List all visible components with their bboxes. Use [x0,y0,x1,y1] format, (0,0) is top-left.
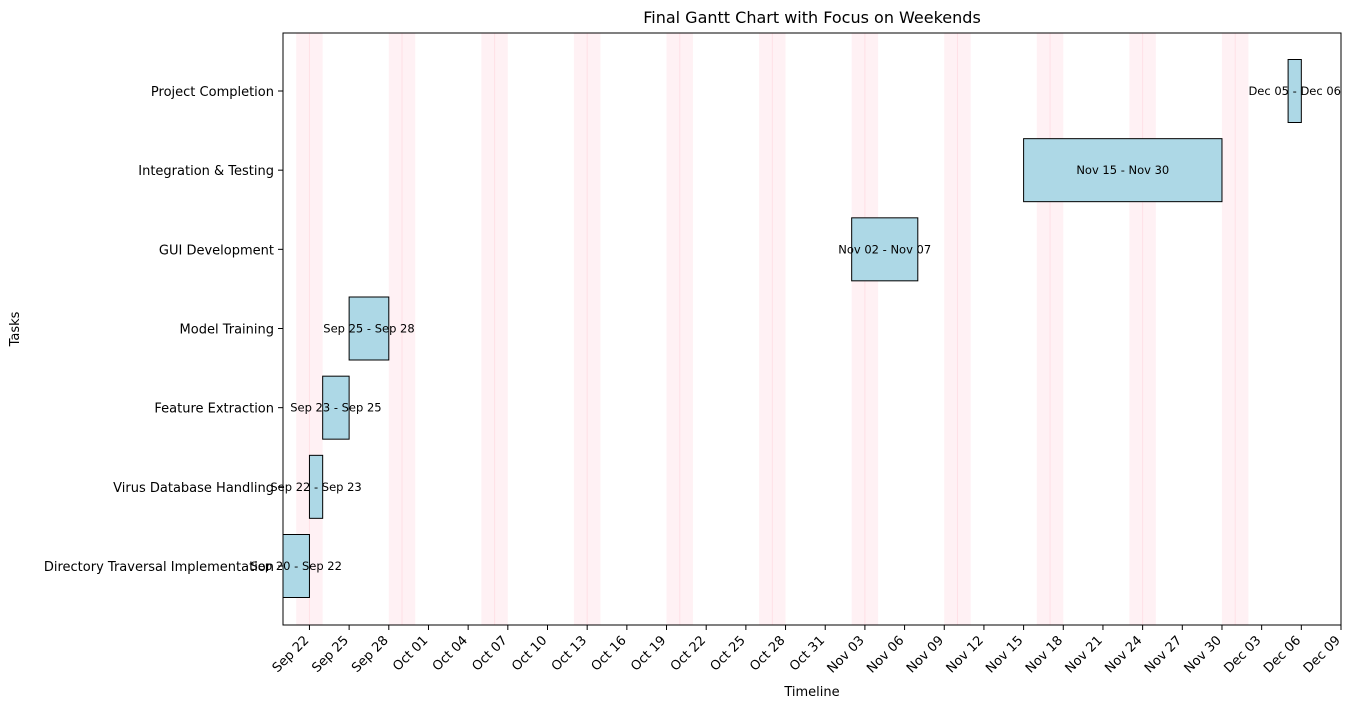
task-bar [1287,59,1302,123]
x-tick-label: Oct 07 [470,633,511,674]
task-bar-label: Nov 15 - Nov 30 [1076,163,1169,177]
weekend-band [851,33,879,625]
weekend-band [388,33,416,625]
x-tick-label: Oct 25 [708,633,749,674]
y-tick-label: Directory Traversal Implementation [44,560,274,575]
task-bars: Sep 20 - Sep 22 Sep 22 - Sep 23 Sep 23 - S… [251,59,1341,598]
task-bar-label: Sep 25 - Sep 28 [323,322,414,336]
x-tick-label: Sep 25 [309,633,352,676]
task-bar-label: Nov 02 - Nov 07 [838,242,931,256]
weekend-band [481,33,508,625]
x-tick-label: Oct 04 [430,633,471,674]
y-axis-label: Tasks [8,311,23,347]
y-axis: Directory Traversal Implementation Virus … [44,85,283,575]
task-bar [851,217,919,282]
y-tick-label: Model Training [180,323,274,338]
task-bar [282,534,310,598]
y-tick-label: GUI Development [159,243,274,258]
x-tick-label: Sep 28 [349,633,392,676]
x-tick-label: Oct 01 [390,633,431,674]
weekend-band [1221,33,1249,625]
task-bar [348,296,390,361]
y-tick-label: Project Completion [151,85,274,100]
x-tick-label: Nov 18 [1023,633,1066,676]
x-tick-label: Nov 27 [1142,633,1185,676]
weekend-band [666,33,693,625]
x-tick-label: Dec 03 [1221,633,1264,676]
x-tick-label: Nov 09 [904,633,947,676]
x-tick-label: Nov 30 [1182,633,1225,676]
x-tick-label: Nov 24 [1102,633,1145,676]
weekend-bands [296,33,1249,625]
chart-title: Final Gantt Chart with Focus on Weekends [643,8,981,27]
x-tick-label: Oct 31 [787,633,828,674]
weekend-band [759,33,786,625]
x-tick-label: Nov 12 [944,633,987,676]
x-tick-label: Nov 06 [864,633,907,676]
weekend-band [1036,33,1064,625]
x-tick-label: Dec 09 [1301,633,1344,676]
x-tick-label: Oct 10 [509,633,550,674]
x-axis-label: Timeline [783,685,839,700]
x-tick-label: Oct 28 [747,633,788,674]
y-tick-label: Virus Database Handling [113,481,274,496]
y-tick-label: Feature Extraction [154,402,274,417]
task-bar [322,375,350,440]
x-tick-label: Sep 22 [270,633,313,676]
x-tick-label: Nov 03 [825,633,868,676]
task-bar [308,454,324,519]
x-tick-label: Nov 21 [1063,633,1106,676]
y-tick-label: Integration & Testing [138,164,274,179]
plot-frame [282,32,1342,626]
task-bar-label: Sep 20 - Sep 22 [251,559,342,573]
task-bar-label: Sep 23 - Sep 25 [290,401,381,415]
weekend-band [1129,33,1156,625]
task-bar-label: Dec 05 - Dec 06 [1248,84,1341,98]
x-tick-label: Nov 15 [983,633,1026,676]
task-bar-label: Sep 22 - Sep 23 [270,480,361,494]
task-bar [1023,138,1223,203]
x-tick-label: Oct 19 [628,633,669,674]
x-tick-label: Oct 22 [668,633,709,674]
x-tick-label: Oct 13 [549,633,590,674]
x-tick-label: Dec 06 [1261,633,1304,676]
x-tick-label: Oct 16 [589,633,630,674]
weekend-band [296,33,323,625]
weekend-band [944,33,971,625]
weekend-band [573,33,601,625]
